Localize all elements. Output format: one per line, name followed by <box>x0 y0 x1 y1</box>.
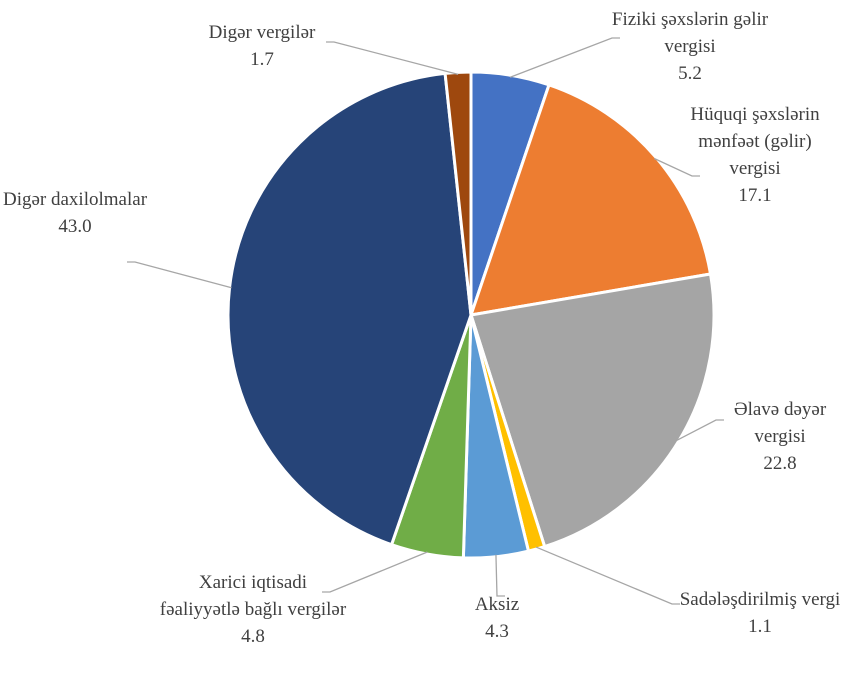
leader-line <box>653 157 700 177</box>
value-label: 4.8 <box>241 626 265 647</box>
value-label: 22.8 <box>763 453 797 474</box>
leader-line <box>322 551 428 593</box>
leader-line <box>535 546 680 605</box>
slice-label: Aksiz <box>474 594 520 615</box>
leader-line <box>326 41 459 75</box>
pie-slice <box>468 82 713 317</box>
value-label: 43.0 <box>58 216 92 237</box>
slice-label: Digər daxilolmalar <box>2 189 148 210</box>
slice-label: Xarici iqtisadi fəaliyyətlə bağlı vergil… <box>159 572 347 620</box>
value-label: 1.1 <box>748 616 772 637</box>
slice-label: Hüquqi şəxslərin mənfəət (gəlir) vergisi <box>690 104 820 179</box>
slice-label: Əlavə dəyər vergisi <box>733 399 827 447</box>
value-label: 17.1 <box>738 185 772 206</box>
slice-label: Sadələşdirilmiş vergi <box>679 589 841 610</box>
value-label: 4.3 <box>485 621 509 642</box>
value-label: 1.7 <box>250 49 274 70</box>
leader-line <box>495 554 505 597</box>
value-label: 5.2 <box>678 63 702 84</box>
leader-line <box>127 261 232 289</box>
pie-slice <box>469 272 716 549</box>
pie-slice <box>443 70 473 316</box>
leader-line <box>676 419 724 441</box>
slice-label: Digər vergilər <box>208 22 316 43</box>
slice-label: Fiziki şəxslərin gəlir vergisi <box>611 9 769 57</box>
leader-line <box>509 37 620 78</box>
